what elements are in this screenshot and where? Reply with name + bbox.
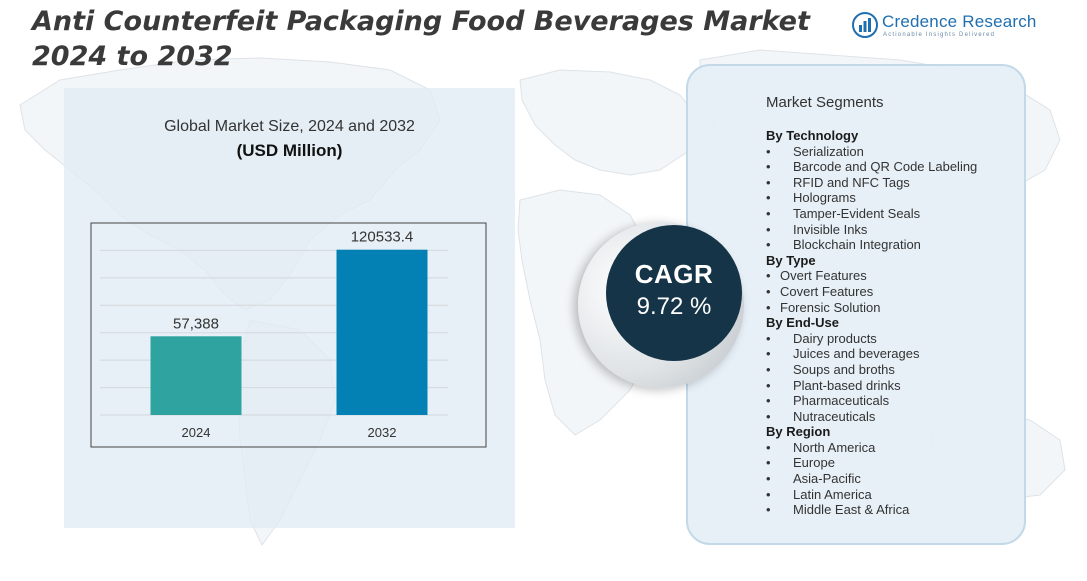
- value-labels: 57,388 120533.4: [173, 229, 413, 333]
- logo-tagline: Actionable Insights Delivered: [883, 32, 996, 38]
- chart-title: Global Market Size, 2024 and 2032: [164, 118, 415, 135]
- segment-item: • Europe: [766, 455, 835, 471]
- segment-item: • Blockchain Integration: [766, 237, 921, 253]
- segment-item: • North America: [766, 439, 876, 455]
- cagr-label: CAGR: [634, 259, 714, 289]
- credence-research-logo[interactable]: Credence Research Actionable Insights De…: [852, 12, 1036, 42]
- segments-list: By Technology • Serialization • Barcode an…: [766, 128, 1016, 518]
- segment-item: • Soups and broths: [766, 361, 895, 377]
- segment-item: • Middle East & Africa: [766, 502, 910, 518]
- segment-group-title: By Type: [766, 252, 816, 268]
- segment-group-title: By Technology: [766, 128, 859, 143]
- category-label: 2032: [368, 425, 397, 440]
- segment-item: • Covert Features: [766, 283, 874, 299]
- segment-item: • Overt Features: [766, 268, 867, 284]
- segment-item: • Serialization: [766, 143, 864, 159]
- segment-item: • Pharmaceuticals: [766, 393, 890, 409]
- segment-item: • Nutraceuticals: [766, 408, 876, 424]
- segment-item: • Tamper-Evident Seals: [766, 205, 921, 221]
- bar-chart: 57,388 120533.4 2024 2032: [90, 222, 487, 448]
- bar-chart-logo-icon: [852, 12, 878, 38]
- segment-item: • Holograms: [766, 190, 856, 206]
- title-line-1: Anti Counterfeit Packaging Food Beverage…: [32, 6, 810, 37]
- market-size-chart-panel: Global Market Size, 2024 and 2032 (USD M…: [64, 88, 515, 528]
- cagr-badge: CAGR 9.72 %: [606, 225, 742, 361]
- segment-item: • Latin America: [766, 486, 872, 502]
- segment-item: • Forensic Solution: [766, 299, 881, 315]
- bar-2032: [336, 249, 428, 415]
- bar-value-label: 57,388: [173, 315, 219, 332]
- cagr-value: 9.72 %: [636, 293, 712, 320]
- bar-value-label: 120533.4: [351, 229, 414, 246]
- chart-subtitle: (USD Million): [236, 141, 343, 160]
- plot-frame: [90, 222, 487, 448]
- segment-item: • Juices and beverages: [766, 346, 920, 362]
- segment-item: • Barcode and QR Code Labeling: [766, 159, 978, 175]
- segment-item: • Invisible Inks: [766, 221, 868, 237]
- bar-2024: [150, 336, 242, 415]
- category-label: 2024: [182, 425, 211, 440]
- segment-item: • RFID and NFC Tags: [766, 174, 910, 190]
- segments-heading: Market Segments: [766, 94, 884, 111]
- segment-item: • Dairy products: [766, 330, 877, 346]
- segment-group-title: By End-Use: [766, 315, 839, 331]
- category-labels: 2024 2032: [182, 425, 397, 440]
- segment-group-title: By Region: [766, 424, 831, 440]
- logo-name: Credence Research: [882, 12, 1037, 31]
- title-line-2: 2024 to 2032: [32, 41, 233, 72]
- segment-item: • Asia-Pacific: [766, 471, 861, 487]
- bars: [150, 249, 428, 415]
- segment-item: • Plant-based drinks: [766, 377, 901, 393]
- page-title: Anti Counterfeit Packaging Food Beverage…: [32, 4, 822, 74]
